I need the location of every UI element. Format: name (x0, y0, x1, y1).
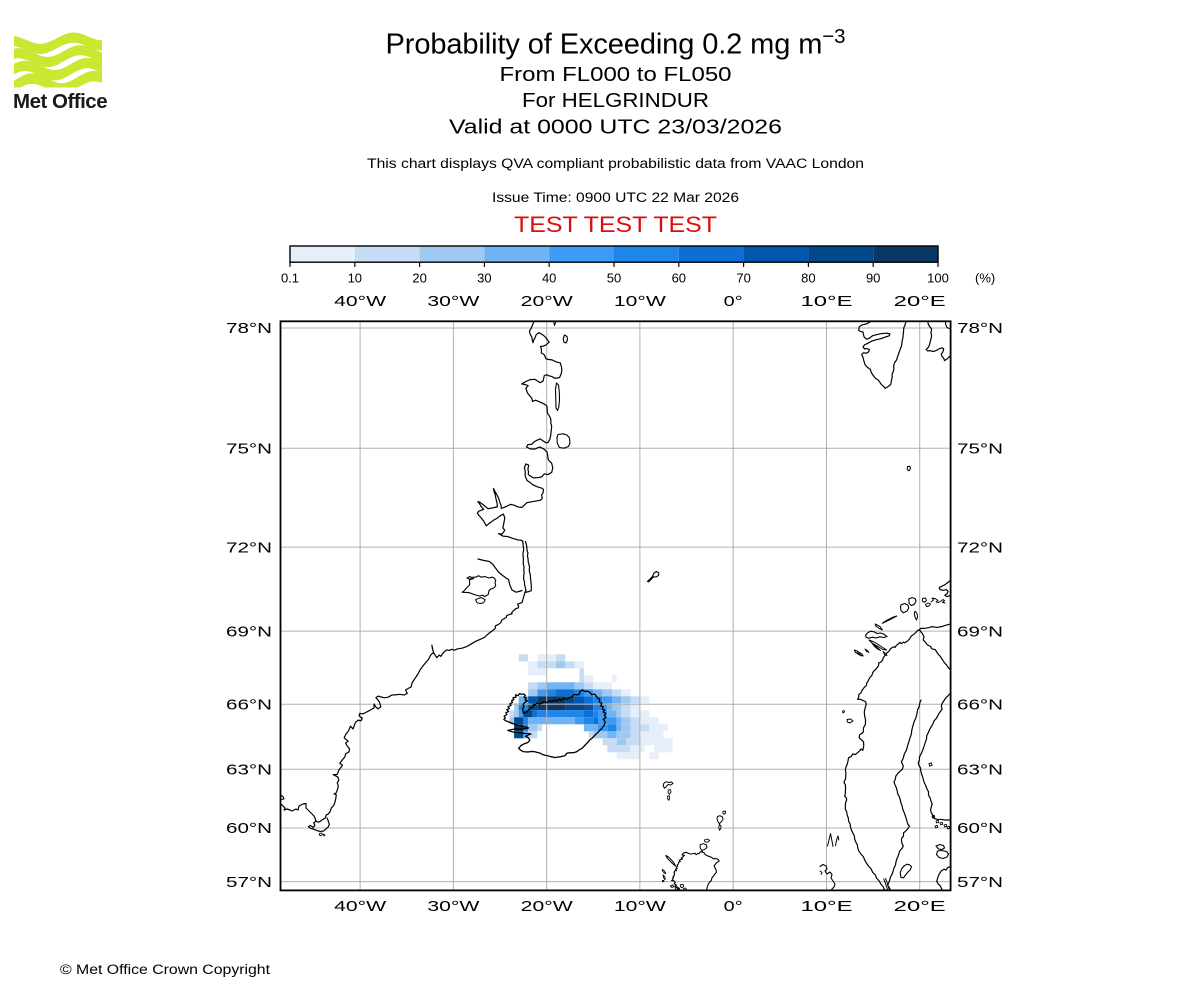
svg-text:20: 20 (412, 271, 426, 286)
svg-text:© Met Office Crown Copyright: © Met Office Crown Copyright (60, 962, 270, 977)
svg-text:40: 40 (542, 271, 556, 286)
svg-text:60°N: 60°N (226, 820, 272, 837)
svg-text:20°E: 20°E (894, 898, 946, 915)
svg-text:66°N: 66°N (957, 697, 1003, 714)
svg-text:63°N: 63°N (226, 762, 272, 779)
svg-text:10°E: 10°E (801, 293, 853, 310)
svg-text:75°N: 75°N (226, 441, 272, 458)
svg-text:70: 70 (736, 271, 750, 286)
svg-text:60°N: 60°N (957, 820, 1003, 837)
svg-text:90: 90 (866, 271, 880, 286)
svg-text:(%): (%) (975, 271, 995, 286)
svg-text:60: 60 (672, 271, 686, 286)
svg-text:10°E: 10°E (801, 898, 853, 915)
svg-text:10°W: 10°W (614, 293, 667, 310)
svg-text:100: 100 (927, 271, 949, 286)
svg-text:78°N: 78°N (957, 320, 1003, 337)
svg-text:Met Office: Met Office (13, 90, 107, 113)
svg-text:72°N: 72°N (226, 539, 272, 556)
svg-text:69°N: 69°N (226, 623, 272, 640)
svg-text:40°W: 40°W (334, 898, 387, 915)
svg-text:Valid at 0000 UTC 23/03/2026: Valid at 0000 UTC 23/03/2026 (449, 116, 782, 139)
svg-text:20°E: 20°E (894, 293, 946, 310)
svg-text:40°W: 40°W (334, 293, 387, 310)
svg-text:TEST TEST TEST: TEST TEST TEST (514, 212, 717, 237)
svg-text:75°N: 75°N (957, 441, 1003, 458)
svg-text:50: 50 (607, 271, 621, 286)
svg-text:0.1: 0.1 (281, 271, 299, 286)
svg-text:30°W: 30°W (427, 898, 480, 915)
svg-text:20°W: 20°W (521, 293, 574, 310)
svg-text:From FL000 to FL050: From FL000 to FL050 (500, 63, 732, 86)
svg-text:72°N: 72°N (957, 539, 1003, 556)
svg-text:20°W: 20°W (521, 898, 574, 915)
svg-text:78°N: 78°N (226, 320, 272, 337)
svg-text:This chart displays QVA compli: This chart displays QVA compliant probab… (367, 156, 864, 171)
svg-text:For HELGRINDUR: For HELGRINDUR (522, 89, 709, 112)
svg-text:Issue Time: 0900 UTC 22 Mar 20: Issue Time: 0900 UTC 22 Mar 2026 (492, 190, 739, 205)
svg-text:63°N: 63°N (957, 762, 1003, 779)
svg-text:10: 10 (348, 271, 362, 286)
svg-text:Probability of Exceeding 0.2 m: Probability of Exceeding 0.2 mg m−3 (386, 25, 846, 61)
svg-text:30: 30 (477, 271, 491, 286)
svg-text:57°N: 57°N (226, 874, 272, 891)
svg-text:30°W: 30°W (427, 293, 480, 310)
svg-text:0°: 0° (724, 293, 743, 310)
svg-text:57°N: 57°N (957, 874, 1003, 891)
svg-text:0°: 0° (724, 898, 743, 915)
svg-text:80: 80 (801, 271, 815, 286)
svg-text:10°W: 10°W (614, 898, 667, 915)
svg-text:69°N: 69°N (957, 623, 1003, 640)
svg-text:66°N: 66°N (226, 697, 272, 714)
